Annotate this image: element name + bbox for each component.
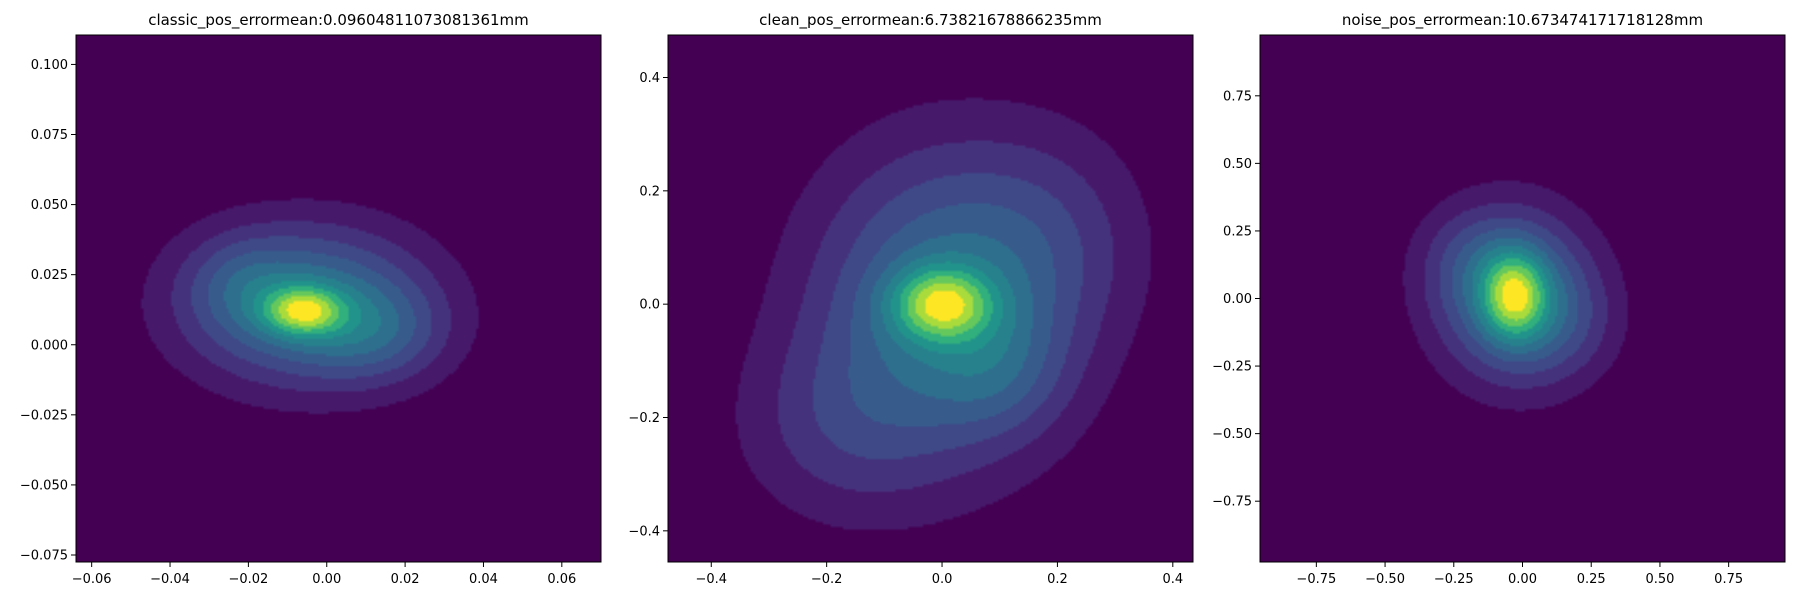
y-tick-label: −0.4 (628, 524, 660, 539)
y-tick-label: −0.25 (1212, 360, 1252, 375)
subplot-noise: noise_pos_errormean:10.673474171718128mm… (1212, 11, 1786, 587)
y-tick-label: 0.00 (1223, 292, 1252, 307)
y-tick-label: −0.50 (1212, 427, 1252, 442)
x-axis: −0.4 −0.2 0.0 0.2 0.4 (695, 562, 1183, 587)
density-heatmap (1260, 35, 1785, 562)
x-tick-label: 0.00 (312, 572, 341, 587)
y-tick-label: −0.75 (1212, 495, 1252, 510)
x-tick-label: −0.75 (1296, 572, 1336, 587)
y-tick-label: 0.075 (31, 128, 68, 143)
y-tick-label: 0.4 (639, 71, 660, 86)
density-heatmap (76, 35, 601, 562)
axes-frame (75, 34, 602, 563)
x-tick-label: −0.25 (1434, 572, 1474, 587)
y-tick-label: −0.2 (628, 411, 660, 426)
y-tick-label: 0.100 (31, 58, 68, 73)
y-tick-label: 0.50 (1223, 157, 1252, 172)
y-axis: −0.4 −0.2 0.0 0.2 0.4 (628, 71, 668, 539)
x-axis: −0.75 −0.50 −0.25 0.00 0.25 0.50 0.75 (1296, 562, 1743, 587)
x-tick-label: −0.2 (811, 572, 843, 587)
y-tick-label: 0.025 (31, 268, 68, 283)
subplot-title: clean_pos_errormean:6.73821678866235mm (759, 11, 1102, 30)
subplot-title: classic_pos_errormean:0.0960481107308136… (148, 11, 529, 30)
y-axis: −0.075 −0.050 −0.025 0.000 0.025 0.050 0.075 0.… (20, 58, 76, 563)
x-tick-label: 0.06 (547, 572, 576, 587)
x-tick-label: 0.00 (1508, 572, 1537, 587)
x-tick-label: 0.4 (1162, 572, 1183, 587)
x-tick-label: 0.25 (1577, 572, 1606, 587)
subplot-clean: clean_pos_errormean:6.73821678866235mm −… (628, 11, 1194, 587)
x-tick-label: 0.50 (1645, 572, 1674, 587)
x-tick-label: 0.2 (1047, 572, 1068, 587)
y-tick-label: −0.075 (20, 548, 68, 563)
x-tick-label: −0.06 (72, 572, 112, 587)
subplot-title: noise_pos_errormean:10.673474171718128mm (1342, 11, 1703, 30)
y-tick-label: 0.0 (639, 298, 660, 313)
x-axis: −0.06 −0.04 −0.02 0.00 0.02 0.04 0.06 (72, 562, 576, 587)
y-tick-label: 0.75 (1223, 89, 1252, 104)
y-tick-label: 0.000 (31, 338, 68, 353)
x-tick-label: −0.50 (1365, 572, 1405, 587)
axes-frame (667, 34, 1194, 563)
y-tick-label: 0.25 (1223, 224, 1252, 239)
x-tick-label: 0.0 (932, 572, 953, 587)
y-axis: −0.75 −0.50 −0.25 0.00 0.25 0.50 0.75 (1212, 89, 1260, 510)
y-tick-label: −0.050 (20, 478, 68, 493)
subplot-classic: classic_pos_errormean:0.0960481107308136… (20, 11, 602, 587)
y-tick-label: 0.2 (639, 184, 660, 199)
x-tick-label: 0.75 (1714, 572, 1743, 587)
y-tick-label: −0.025 (20, 408, 68, 423)
x-tick-label: 0.02 (391, 572, 420, 587)
x-tick-label: 0.04 (469, 572, 498, 587)
density-heatmap (668, 35, 1193, 562)
y-tick-label: 0.050 (31, 198, 68, 213)
x-tick-label: −0.02 (228, 572, 268, 587)
x-tick-label: −0.4 (695, 572, 727, 587)
x-tick-label: −0.04 (150, 572, 190, 587)
